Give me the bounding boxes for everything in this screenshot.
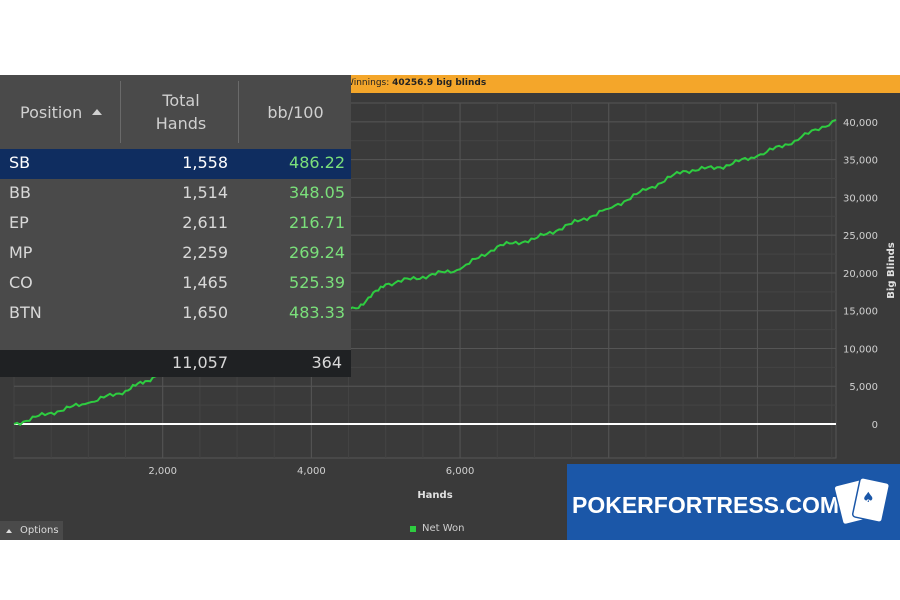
- x-tick-label: 6,000: [446, 466, 475, 477]
- y-tick-label: 25,000: [843, 231, 878, 242]
- column-separator: [238, 81, 239, 143]
- x-axis-label: Hands: [417, 490, 452, 501]
- total-hands-cell: 1,650: [182, 303, 228, 322]
- position-cell: BB: [9, 183, 31, 202]
- y-tick-label: 30,000: [843, 193, 878, 204]
- table-row[interactable]: BTN 1,650 483.33: [0, 299, 351, 329]
- total-bb100-value: 364: [311, 353, 342, 372]
- bb100-cell: 269.24: [289, 243, 345, 262]
- winnings-summary: Winnings: 40256.9 big blinds: [345, 78, 486, 88]
- table-row[interactable]: SB 1,558 486.22: [0, 149, 351, 179]
- svg-text:♠: ♠: [862, 490, 875, 506]
- position-stats-table: Position Total Hands bb/100 SB 1,558 486.2…: [0, 75, 351, 377]
- chevron-up-icon: [6, 528, 12, 533]
- total-hands-cell: 2,259: [182, 243, 228, 262]
- table-row[interactable]: CO 1,465 525.39: [0, 269, 351, 299]
- x-tick-label: 4,000: [297, 466, 326, 477]
- position-cell: CO: [9, 273, 33, 292]
- total-hands-cell: 1,558: [182, 153, 228, 172]
- table-row[interactable]: EP 2,611 216.71: [0, 209, 351, 239]
- position-cell: BTN: [9, 303, 42, 322]
- y-tick-label: 40,000: [843, 118, 878, 129]
- column-header-bb100[interactable]: bb/100: [240, 75, 351, 149]
- winnings-label: Winnings:: [345, 78, 390, 88]
- position-cell: MP: [9, 243, 33, 262]
- column-header-total-hands-label: Total Hands: [155, 91, 207, 133]
- sort-ascending-icon[interactable]: [92, 109, 103, 115]
- watermark-text: POKERFORTRESS.COM: [572, 492, 840, 518]
- y-tick-label: 0: [872, 420, 878, 431]
- bb100-cell: 525.39: [289, 273, 345, 292]
- total-hands-cell: 2,611: [182, 213, 228, 232]
- position-cell: EP: [9, 213, 29, 232]
- column-header-bb100-label: bb/100: [267, 102, 324, 122]
- bb100-cell: 486.22: [289, 153, 345, 172]
- y-tick-label: 5,000: [849, 382, 878, 393]
- bb100-cell: 483.33: [289, 303, 345, 322]
- column-separator: [120, 81, 121, 143]
- total-hands-cell: 1,465: [182, 273, 228, 292]
- column-header-total-hands[interactable]: Total Hands: [122, 75, 240, 149]
- legend-swatch: [410, 525, 416, 532]
- y-axis-label: Big Blinds: [886, 242, 897, 298]
- x-tick-label: 2,000: [148, 466, 177, 477]
- options-label: Options: [20, 525, 59, 536]
- bb100-cell: 216.71: [289, 213, 345, 232]
- winnings-value: 40256.9 big blinds: [392, 78, 487, 88]
- position-cell: SB: [9, 153, 31, 172]
- legend-label: Net Won: [422, 523, 465, 534]
- y-tick-label: 35,000: [843, 156, 878, 167]
- total-hands-cell: 1,514: [182, 183, 228, 202]
- playing-cards-icon: ♠: [833, 477, 891, 526]
- site-watermark: POKERFORTRESS.COM ♠: [567, 464, 900, 540]
- y-tick-label: 15,000: [843, 307, 878, 318]
- table-row[interactable]: MP 2,259 269.24: [0, 239, 351, 269]
- options-button[interactable]: Options: [0, 521, 63, 540]
- column-header-position-label: Position: [20, 102, 83, 122]
- chart-legend: Net Won: [410, 523, 465, 534]
- y-tick-label: 10,000: [843, 344, 878, 355]
- y-tick-label: 20,000: [843, 269, 878, 280]
- total-hands-value: 11,057: [172, 353, 228, 372]
- hand-graph-window: Winnings: 40256.9 big blinds 2,000 4,000 6…: [0, 75, 900, 540]
- column-header-position[interactable]: Position: [20, 75, 120, 149]
- totals-row: 11,057 364: [0, 350, 351, 377]
- table-row[interactable]: BB 1,514 348.05: [0, 179, 351, 209]
- bb100-cell: 348.05: [289, 183, 345, 202]
- net-won-series-line: [13, 118, 837, 426]
